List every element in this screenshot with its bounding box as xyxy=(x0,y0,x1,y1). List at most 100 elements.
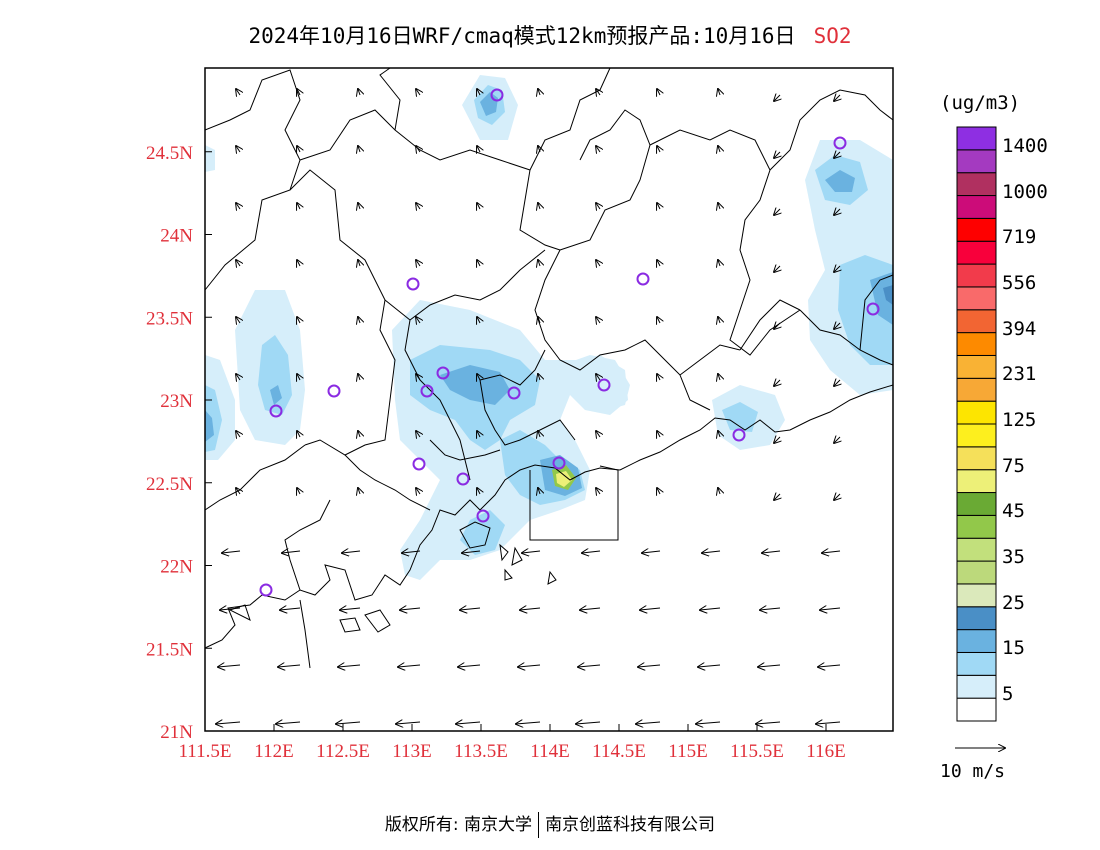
wind-arrow xyxy=(477,488,480,494)
colorbar-swatch xyxy=(956,354,997,379)
wind-arrow xyxy=(718,89,720,95)
station-marker xyxy=(412,457,426,471)
wind-arrow xyxy=(477,431,480,437)
wind-arrow xyxy=(538,203,540,209)
wind-arrow xyxy=(297,203,300,209)
monitoring-stations xyxy=(259,88,880,597)
wind-arrow xyxy=(657,260,660,266)
wind-arrow xyxy=(774,494,780,500)
station-marker xyxy=(420,384,434,398)
wind-vectors xyxy=(216,89,840,724)
wind-arrow xyxy=(236,431,240,437)
wind-arrow xyxy=(456,722,481,724)
wind-arrow xyxy=(358,89,360,95)
colorbar-swatch xyxy=(956,423,997,448)
colorbar-swatch xyxy=(956,492,997,516)
wind-arrow xyxy=(416,260,420,266)
wind-arrow xyxy=(718,374,720,380)
wind-arrow xyxy=(358,374,360,380)
x-tick-label: 111.5E xyxy=(179,741,232,762)
y-tick-label: 24.5N xyxy=(146,143,193,164)
wind-arrow xyxy=(596,488,600,494)
species-label: SO2 xyxy=(813,24,852,48)
wind-arrow xyxy=(462,551,481,553)
wind-arrow xyxy=(358,431,360,437)
wind-arrow xyxy=(538,431,540,437)
wind-arrow xyxy=(756,722,781,724)
copyright-footer: 版权所有: 南京大学 南京创蓝科技有限公司 xyxy=(0,810,1100,838)
wind-arrow xyxy=(358,260,360,266)
wind-reference-label: 10 m/s xyxy=(940,761,1006,782)
wind-arrow xyxy=(518,665,541,667)
wind-arrow xyxy=(834,494,840,500)
wind-arrow xyxy=(834,152,840,158)
wind-arrow xyxy=(416,89,420,95)
wind-arrow xyxy=(718,260,720,266)
wind-arrow xyxy=(834,437,840,443)
station-marker xyxy=(269,404,283,418)
concentration-shading xyxy=(205,75,893,580)
wind-arrow xyxy=(642,551,661,553)
colorbar-swatch xyxy=(956,629,997,653)
colorbar-label: 45 xyxy=(1002,500,1025,523)
wind-arrow xyxy=(816,722,841,724)
wind-arrow xyxy=(236,488,240,494)
x-tick-label: 113E xyxy=(392,741,431,762)
wind-arrow xyxy=(236,203,240,209)
colorbar-swatch xyxy=(956,697,997,722)
colorbar-label: 15 xyxy=(1002,637,1025,660)
wind-arrow xyxy=(596,203,600,209)
station-marker xyxy=(436,366,450,380)
wind-arrow xyxy=(718,146,720,152)
wind-arrow xyxy=(834,323,840,329)
wind-arrow xyxy=(297,317,300,323)
colorbar-label: 231 xyxy=(1002,363,1037,386)
wind-arrow xyxy=(282,551,301,553)
wind-arrow xyxy=(578,665,601,667)
colorbar-label: 5 xyxy=(1002,683,1014,706)
y-tick-label: 23.5N xyxy=(146,308,193,329)
wind-arrow xyxy=(280,608,301,610)
colorbar-swatch xyxy=(956,172,997,197)
colorbar xyxy=(956,126,997,722)
wind-arrow xyxy=(538,146,540,152)
wind-arrow xyxy=(477,374,480,380)
x-tick-label: 116E xyxy=(806,741,845,762)
colorbar-swatch xyxy=(956,583,997,608)
station-marker xyxy=(327,384,341,398)
wind-arrow xyxy=(342,551,361,553)
colorbar-label: 394 xyxy=(1002,317,1037,340)
wind-arrow xyxy=(657,89,660,95)
wind-arrow xyxy=(818,665,841,667)
colorbar-swatch xyxy=(956,309,997,334)
wind-arrow xyxy=(718,203,720,209)
wind-arrow xyxy=(297,431,300,437)
colorbar-label: 719 xyxy=(1002,226,1037,249)
wind-arrow xyxy=(297,374,300,380)
wind-arrow xyxy=(297,488,300,494)
station-marker xyxy=(732,428,746,442)
colorbar-label: 556 xyxy=(1002,271,1037,294)
wind-arrow xyxy=(216,722,241,724)
wind-arrow xyxy=(358,317,360,323)
station-marker xyxy=(866,302,880,316)
station-marker xyxy=(833,136,847,150)
wind-arrow xyxy=(236,374,240,380)
wind-arrow xyxy=(477,89,480,95)
colorbar-swatch xyxy=(956,286,997,311)
wind-arrow xyxy=(657,431,660,437)
colorbar-swatch xyxy=(956,400,997,425)
wind-arrow xyxy=(358,146,360,152)
wind-arrow xyxy=(276,722,301,724)
wind-arrow xyxy=(638,665,661,667)
wind-arrow xyxy=(460,608,481,610)
wind-arrow xyxy=(358,488,360,494)
station-marker xyxy=(552,456,566,470)
wind-arrow xyxy=(702,551,721,553)
wind-arrow xyxy=(718,488,720,494)
colorbar-swatch xyxy=(956,446,997,471)
wind-arrow xyxy=(340,608,361,610)
y-tick-label: 24N xyxy=(160,226,193,247)
y-tick-label: 21.5N xyxy=(146,639,193,660)
